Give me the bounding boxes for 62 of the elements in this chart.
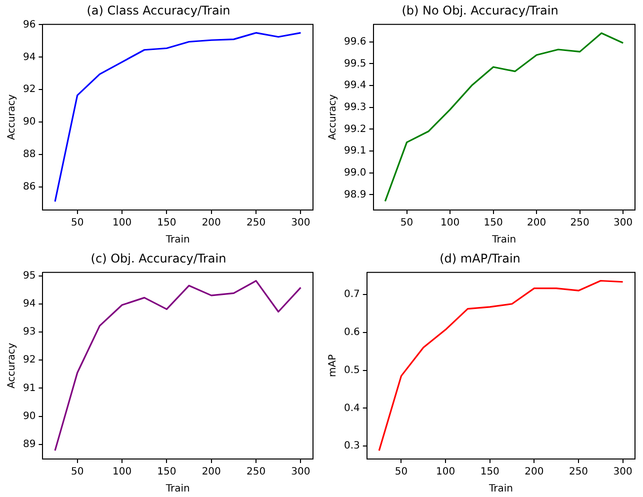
y-tick-label: 94 [22, 298, 36, 310]
x-tick-label: 50 [400, 218, 414, 229]
x-tick-label: 100 [440, 218, 460, 229]
y-tick-label: 96 [22, 19, 36, 30]
y-tick-label: 99.6 [344, 36, 366, 48]
x-tick-label: 50 [70, 218, 84, 229]
x-tick-label: 250 [568, 466, 588, 478]
y-tick-label: 90 [22, 410, 36, 422]
x-tick-label: 250 [570, 218, 590, 229]
y-tick-label: 0.5 [344, 364, 360, 376]
y-tick-label: 89 [22, 438, 36, 450]
y-tick-label: 99.3 [344, 102, 366, 113]
y-tick-label: 0.7 [344, 288, 360, 300]
x-tick-label: 200 [202, 218, 221, 229]
y-tick-label: 92 [22, 354, 36, 366]
x-tick-label: 100 [112, 218, 132, 229]
chart-title: (a) Class Accuracy/Train [86, 3, 230, 18]
x-tick-label: 50 [70, 466, 84, 478]
x-tick-label: 300 [291, 466, 310, 478]
y-tick-label: 99.4 [344, 80, 366, 92]
y-tick-label: 0.6 [344, 326, 360, 338]
chart-title: (b) No Obj. Accuracy/Train [402, 3, 558, 18]
y-tick-label: 88 [22, 149, 36, 160]
y-tick-label: 98.9 [344, 189, 366, 200]
x-axis-title: Train [488, 484, 513, 495]
x-tick-label: 100 [436, 466, 456, 478]
x-tick-label: 250 [246, 218, 266, 229]
x-axis-title: Train [164, 484, 190, 495]
y-tick-label: 99.0 [344, 167, 366, 178]
x-axis-title: Train [491, 234, 516, 246]
y-tick-label: 91 [22, 382, 36, 394]
x-tick-label: 200 [202, 466, 221, 478]
y-tick-label: 86 [22, 182, 36, 193]
x-tick-label: 150 [480, 466, 500, 478]
y-tick-label: 95 [22, 270, 36, 282]
y-axis-title: Accuracy [6, 342, 18, 389]
y-axis-title: mAP [328, 354, 339, 378]
x-axis-title: Train [164, 234, 190, 246]
y-tick-label: 92 [22, 84, 36, 96]
x-tick-label: 150 [484, 218, 503, 229]
x-tick-label: 300 [613, 466, 632, 478]
x-tick-label: 100 [112, 466, 132, 478]
y-tick-label: 0.3 [344, 440, 360, 452]
y-tick-label: 93 [22, 326, 36, 338]
y-tick-label: 0.4 [344, 402, 360, 414]
x-tick-label: 200 [524, 466, 544, 478]
y-tick-label: 94 [22, 52, 36, 63]
x-tick-label: 200 [527, 218, 546, 229]
y-axis-title: Accuracy [328, 94, 339, 140]
y-tick-label: 99.5 [344, 58, 366, 70]
chart-title: (c) Obj. Accuracy/Train [90, 251, 226, 266]
x-tick-label: 300 [614, 218, 633, 229]
x-tick-label: 150 [157, 466, 176, 478]
x-tick-label: 50 [394, 466, 408, 478]
y-axis-title: Accuracy [6, 94, 18, 140]
y-tick-label: 99.2 [344, 124, 366, 135]
x-tick-label: 150 [157, 218, 176, 229]
y-tick-label: 99.1 [344, 146, 366, 157]
x-tick-label: 250 [246, 466, 266, 478]
chart-title: (d) mAP/Train [440, 251, 520, 266]
x-tick-label: 300 [291, 218, 310, 229]
y-tick-label: 90 [22, 116, 36, 128]
